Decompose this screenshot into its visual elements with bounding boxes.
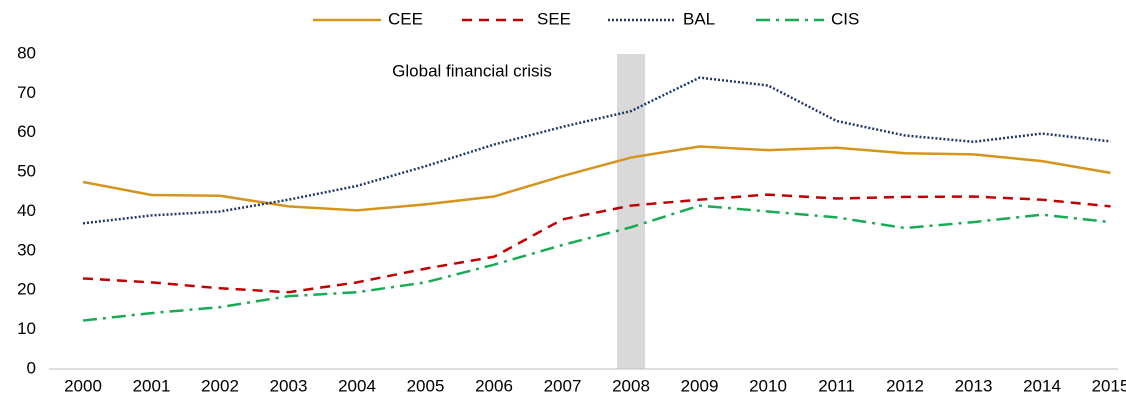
y-tick-label: 50	[17, 162, 36, 181]
y-tick-label: 40	[17, 201, 36, 220]
x-tick-label: 2006	[475, 376, 513, 395]
annotation: Global financial crisis	[392, 61, 552, 80]
legend-label: BAL	[683, 9, 715, 28]
series-line	[82, 204, 1111, 322]
y-tick-label: 30	[17, 240, 36, 259]
series-line	[82, 76, 1111, 225]
legend-label: SEE	[537, 9, 571, 28]
x-tick-label: 2012	[886, 376, 924, 395]
legend-label: CIS	[831, 9, 859, 28]
x-tick-label: 2001	[133, 376, 171, 395]
x-tick-label: 2014	[1023, 376, 1061, 395]
series-line	[82, 193, 1111, 294]
x-tick-label: 2008	[612, 376, 650, 395]
legend-label: CEE	[388, 9, 423, 28]
y-tick-label: 70	[17, 83, 36, 102]
x-tick-label: 2010	[749, 376, 787, 395]
y-tick-label: 20	[17, 280, 36, 299]
x-tick-label: 2004	[338, 376, 376, 395]
x-tick-label: 2003	[270, 376, 308, 395]
y-tick-label: 10	[17, 319, 36, 338]
series-line	[82, 145, 1111, 212]
y-tick-label: 80	[17, 43, 36, 62]
x-tick-label: 2007	[544, 376, 582, 395]
x-tick-label: 2000	[64, 376, 102, 395]
x-tick-label: 2009	[681, 376, 719, 395]
x-tick-label: 2015	[1092, 376, 1126, 395]
x-tick-label: 2011	[818, 376, 855, 395]
x-tick-label: 2002	[201, 376, 239, 395]
y-tick-label: 0	[27, 358, 36, 377]
crisis-band	[617, 54, 645, 369]
x-tick-label: 2005	[407, 376, 445, 395]
y-tick-label: 60	[17, 122, 36, 141]
x-tick-label: 2013	[955, 376, 993, 395]
